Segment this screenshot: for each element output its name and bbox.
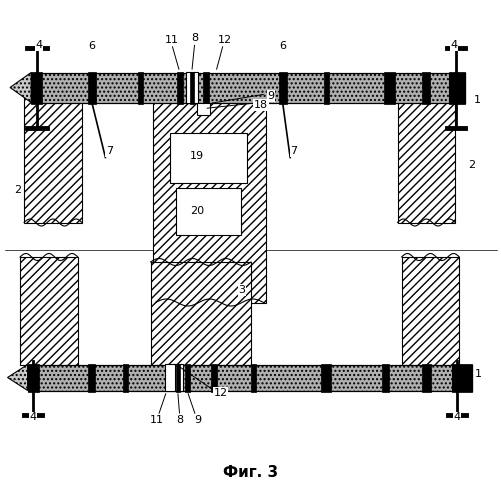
Bar: [31, 72, 464, 102]
Bar: [383, 72, 394, 104]
Bar: [381, 364, 388, 392]
Bar: [88, 72, 96, 104]
Bar: [88, 364, 95, 392]
Bar: [401, 257, 458, 364]
Bar: [20, 257, 78, 364]
Bar: [123, 364, 128, 392]
Bar: [169, 132, 247, 182]
Text: 19: 19: [190, 151, 204, 161]
Text: 18: 18: [254, 100, 268, 110]
Text: 2: 2: [467, 160, 474, 170]
Text: 11: 11: [164, 35, 178, 45]
Text: 4: 4: [450, 40, 457, 50]
Bar: [175, 364, 179, 392]
Bar: [31, 72, 42, 104]
Bar: [451, 364, 471, 390]
Text: 7: 7: [106, 146, 113, 156]
Bar: [448, 72, 464, 104]
Text: 9: 9: [267, 91, 274, 101]
Bar: [189, 72, 193, 104]
Bar: [250, 364, 256, 392]
Polygon shape: [8, 364, 28, 390]
Text: 7: 7: [290, 146, 297, 156]
Bar: [448, 72, 464, 102]
Text: 20: 20: [190, 206, 204, 216]
Bar: [184, 364, 189, 392]
Bar: [203, 72, 209, 104]
Text: 1: 1: [473, 369, 480, 379]
Bar: [175, 188, 240, 235]
Text: 1: 1: [472, 95, 479, 105]
Text: 3: 3: [238, 285, 245, 295]
Bar: [28, 364, 39, 392]
Bar: [421, 72, 429, 104]
Text: 4: 4: [36, 40, 43, 50]
Bar: [173, 364, 183, 391]
Bar: [185, 72, 198, 103]
Text: 6: 6: [279, 41, 286, 51]
Bar: [150, 262, 250, 364]
Text: 12: 12: [213, 388, 227, 398]
Bar: [28, 364, 471, 390]
Bar: [138, 72, 143, 104]
Bar: [323, 72, 328, 104]
Bar: [164, 364, 174, 391]
Text: Фиг. 3: Фиг. 3: [223, 465, 278, 480]
Bar: [153, 98, 266, 302]
Bar: [24, 90, 82, 222]
Text: 6: 6: [88, 41, 95, 51]
Polygon shape: [10, 72, 31, 102]
Text: 8: 8: [191, 33, 198, 43]
Bar: [321, 364, 331, 392]
Text: 8: 8: [176, 415, 183, 425]
Bar: [397, 90, 454, 222]
Text: 2: 2: [15, 185, 22, 195]
Text: 4: 4: [452, 412, 459, 422]
Bar: [176, 72, 182, 104]
Text: 11: 11: [149, 415, 163, 425]
Bar: [278, 72, 286, 104]
Text: 9: 9: [194, 415, 201, 425]
Bar: [421, 364, 430, 392]
Text: 4: 4: [30, 412, 37, 422]
Text: 12: 12: [217, 35, 231, 45]
Bar: [210, 364, 216, 392]
Bar: [451, 364, 471, 392]
Bar: [197, 102, 209, 115]
